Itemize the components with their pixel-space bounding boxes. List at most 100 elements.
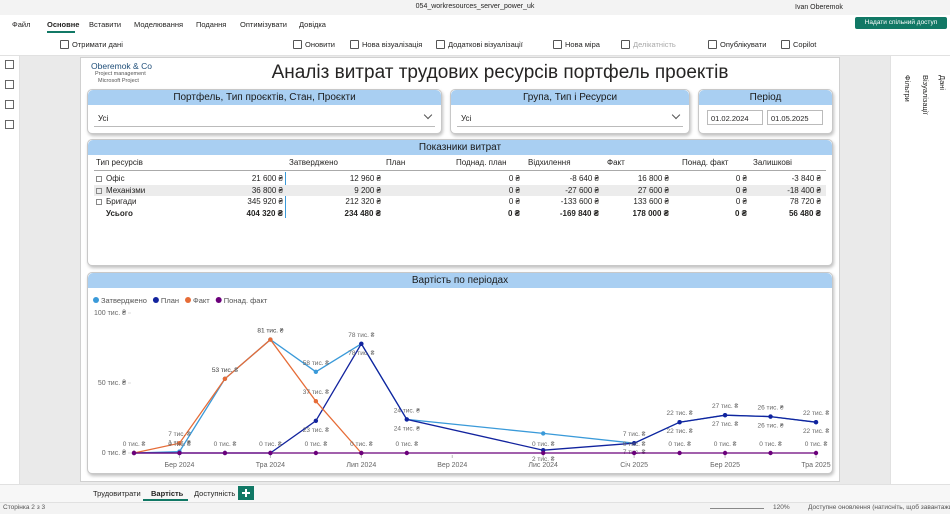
page-tab[interactable]: Трудовитрати: [93, 489, 141, 498]
menu-tab[interactable]: Довідка: [299, 20, 326, 29]
slicer-header: Портфель, Тип проєктів, Стан, Проєкти: [88, 90, 441, 105]
data-label: 22 тис. ₴: [803, 428, 830, 435]
legend-label: План: [161, 296, 179, 305]
pane-tab[interactable]: Фільтри: [903, 75, 912, 102]
chart-panel: Вартість по періодах 0 тис. ₴ 50 тис. ₴ 100…: [87, 272, 833, 474]
data-point: [313, 369, 319, 374]
column-header[interactable]: Поднад. план: [456, 158, 507, 167]
data-point: [359, 341, 364, 346]
toolbar-button[interactable]: Делікатність: [633, 40, 676, 49]
toolbar-button[interactable]: Нова візуалізація: [362, 40, 423, 49]
table-panel: Показники витрат Тип ресурсів Затверджено П…: [87, 139, 833, 266]
x-tick-label: Вер 2024: [437, 462, 467, 469]
cell: 36 800 ₴: [251, 185, 283, 195]
data-label: 0 тис. ₴: [168, 441, 191, 448]
sidebar-icon[interactable]: [5, 120, 14, 129]
data-point: [631, 450, 637, 456]
toolbar-button[interactable]: Отримати дані: [72, 40, 123, 49]
y-tick-label: 0 тис. ₴: [102, 450, 126, 457]
menu-tab[interactable]: Моделювання: [134, 20, 184, 29]
toolbar-icon: [708, 40, 717, 49]
zoom-slider[interactable]: [710, 508, 764, 509]
column-header[interactable]: Відхилення: [528, 158, 571, 167]
data-label: 27 тис. ₴: [712, 403, 739, 410]
row-label: Бригади: [106, 197, 137, 206]
left-sidebar: [0, 56, 20, 484]
toolbar-button[interactable]: Нова міра: [565, 40, 600, 49]
date-input[interactable]: 01.02.2024: [707, 110, 763, 125]
right-panes: [890, 56, 950, 484]
data-label: 24 тис. ₴: [394, 425, 421, 432]
data-point: [222, 450, 228, 456]
toolbar-icon: [436, 40, 445, 49]
expand-icon[interactable]: [96, 199, 102, 205]
expand-icon[interactable]: [96, 187, 102, 194]
data-label: 7 тис. ₴: [168, 431, 191, 438]
column-header[interactable]: План: [386, 158, 406, 167]
pane-tab[interactable]: Дані: [938, 75, 947, 91]
status-update[interactable]: Доступне оновлення (натисніть, щоб заван…: [808, 504, 950, 511]
toolbar-button[interactable]: Опублікувати: [720, 40, 767, 49]
menu-tab[interactable]: Основне: [47, 20, 80, 29]
title-bar: [0, 0, 950, 15]
data-label: 22 тис. ₴: [667, 428, 694, 435]
data-label: 23 тис. ₴: [303, 427, 330, 434]
data-label: 22 тис. ₴: [667, 410, 694, 417]
sidebar-icon[interactable]: [5, 100, 14, 109]
data-point: [677, 450, 682, 456]
legend-marker: [215, 297, 222, 303]
column-header[interactable]: Тип ресурсів: [96, 158, 143, 167]
toolbar-button[interactable]: Copilot: [793, 40, 817, 49]
pane-tab[interactable]: Візуалізації: [921, 75, 930, 115]
menu-tab[interactable]: Подання: [196, 20, 227, 29]
menu-tab[interactable]: Оптимізувати: [240, 20, 287, 29]
data-point: [177, 441, 182, 446]
toolbar-icon: [621, 40, 630, 49]
row-shade: [94, 184, 826, 196]
legend-label: Затверджено: [101, 296, 147, 305]
toolbar-button[interactable]: Оновити: [305, 40, 335, 49]
data-label: 0 тис. ₴: [214, 441, 237, 448]
column-header[interactable]: Затверджено: [289, 158, 338, 167]
menu-tab[interactable]: Вставити: [89, 20, 122, 29]
data-point: [131, 450, 137, 456]
menu-underline: [47, 31, 75, 33]
add-page-plus-v: [245, 489, 247, 497]
page-tab[interactable]: Вартість: [151, 489, 184, 498]
cell: 16 800 ₴: [637, 174, 669, 183]
data-point: [313, 450, 319, 456]
share-button[interactable]: Надати спільний доступ: [855, 17, 947, 29]
sidebar-icon[interactable]: [5, 60, 14, 69]
dropdown[interactable]: Усі: [457, 110, 683, 127]
dropdown[interactable]: Усі: [94, 110, 435, 127]
legend-label: Понад. факт: [224, 296, 268, 305]
toolbar-button[interactable]: Додаткові візуалізації: [448, 40, 523, 49]
report-title: Аналіз витрат трудових ресурсів портфель…: [271, 62, 729, 83]
y-tick-label: 50 тис. ₴: [98, 380, 126, 387]
toolbar-icon: [781, 40, 790, 49]
data-label: 22 тис. ₴: [803, 410, 830, 417]
column-header[interactable]: Понад. факт: [682, 158, 729, 167]
toolbar-icon: [60, 40, 69, 49]
data-label: 26 тис. ₴: [757, 423, 784, 430]
data-label: 0 тис. ₴: [305, 441, 328, 448]
status-zoom: 120%: [773, 504, 790, 511]
date-input[interactable]: 01.05.2025: [767, 110, 823, 125]
column-header[interactable]: Залишкові: [753, 158, 792, 167]
data-point: [722, 413, 728, 418]
cell: 0 ₴: [735, 197, 747, 206]
page-tab[interactable]: Доступність: [194, 489, 236, 498]
data-label: 0 тис. ₴: [532, 441, 555, 448]
data-label: 7 тис. ₴: [623, 431, 646, 438]
toolbar-icon: [350, 40, 359, 49]
data-point: [359, 450, 364, 456]
x-tick-label: Лип 2024: [346, 462, 376, 469]
line-chart: 0 тис. ₴ 50 тис. ₴ 100 тис. ₴ Бер 2024 Тра 2…: [93, 296, 831, 469]
cell: 404 320 ₴: [246, 208, 283, 218]
column-header[interactable]: Факт: [607, 158, 625, 167]
sidebar-icon[interactable]: [5, 80, 14, 89]
cell: 56 480 ₴: [788, 208, 821, 218]
slicer: Група, Тип і Ресурси Усі: [450, 89, 690, 134]
menu-tab[interactable]: Файл: [12, 20, 31, 29]
expand-icon[interactable]: [96, 176, 102, 182]
